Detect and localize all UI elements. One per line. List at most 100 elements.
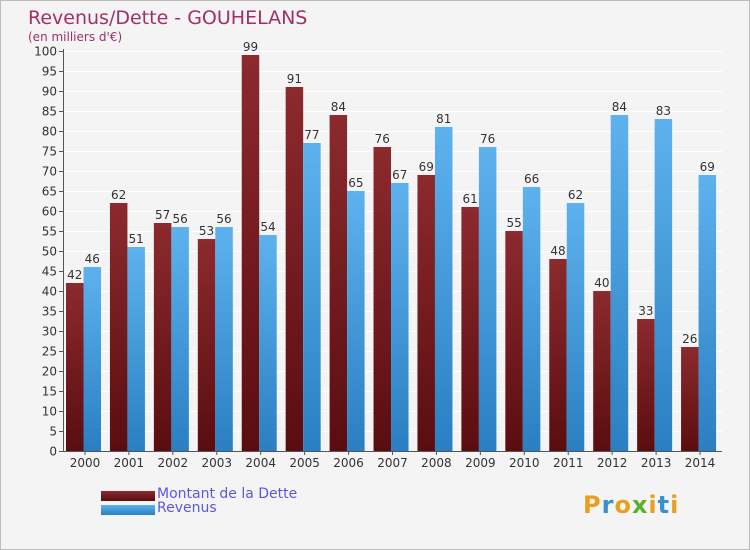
legend-label-debt: Montant de la Dette (157, 486, 298, 502)
x-tick-label: 2011 (553, 456, 584, 470)
y-tick-label: 65 (42, 185, 57, 199)
x-tick-label: 2003 (201, 456, 232, 470)
data-label-revenue: 51 (129, 232, 144, 246)
y-tick-label: 80 (42, 125, 57, 139)
bar-revenue (610, 115, 629, 451)
bar-debt (66, 283, 84, 451)
y-tick-label: 30 (42, 325, 57, 339)
data-label-revenue: 67 (392, 168, 407, 182)
x-tick-label: 2010 (509, 456, 540, 470)
proxiti-logo: Proxiti (583, 491, 679, 519)
logo-letter: P (583, 491, 602, 519)
bar-revenue (434, 127, 453, 451)
chart-subtitle: (en milliers d'€) (28, 30, 123, 44)
legend-swatch-debt (101, 491, 155, 501)
y-tick-label: 70 (42, 165, 57, 179)
data-label-revenue: 56 (172, 212, 187, 226)
bars-layer (66, 55, 717, 451)
y-tick-label: 100 (34, 45, 57, 59)
bar-revenue (654, 119, 673, 451)
x-tick-label: 2008 (421, 456, 452, 470)
x-tick-label: 2013 (641, 456, 672, 470)
y-tick-label: 25 (42, 345, 57, 359)
data-label-debt: 42 (67, 268, 82, 282)
data-label-debt: 69 (419, 160, 434, 174)
y-tick-label: 85 (42, 105, 57, 119)
data-label-revenue: 77 (304, 128, 319, 142)
data-label-debt: 99 (243, 40, 258, 54)
bar-debt (681, 347, 699, 451)
data-label-debt: 40 (594, 276, 609, 290)
logo-letter: t (657, 491, 671, 519)
y-tick-label: 10 (42, 405, 57, 419)
data-label-debt: 76 (375, 132, 390, 146)
bar-debt (637, 319, 655, 451)
bar-debt (241, 55, 260, 451)
data-label-debt: 62 (111, 188, 126, 202)
logo-letter: i (648, 491, 658, 519)
data-label-revenue: 54 (260, 220, 275, 234)
y-tick-label: 60 (42, 205, 57, 219)
bar-revenue (347, 191, 365, 451)
bar-debt (417, 175, 435, 451)
bar-debt (197, 239, 216, 451)
data-label-revenue: 66 (524, 172, 539, 186)
data-label-revenue: 83 (656, 104, 671, 118)
data-label-debt: 61 (463, 192, 478, 206)
x-tick-label: 2014 (685, 456, 716, 470)
bar-debt (329, 115, 348, 451)
logo-letter: i (670, 491, 680, 519)
x-tick-label: 2007 (377, 456, 408, 470)
data-label-debt: 55 (506, 216, 521, 230)
bar-debt (593, 291, 611, 451)
y-axis: 0 5 10 15 20 25 30 35 40 45 50 55 60 65 70 75 80 85 90 95 10… (34, 45, 64, 459)
data-label-debt: 91 (287, 72, 302, 86)
data-label-revenue: 46 (85, 252, 100, 266)
data-label-revenue: 84 (612, 100, 627, 114)
x-tick-label: 2001 (114, 456, 145, 470)
logo-letter: x (631, 491, 649, 519)
bar-revenue (215, 227, 233, 451)
y-tick-label: 35 (42, 305, 57, 319)
bar-debt (549, 259, 567, 451)
bar-revenue (127, 247, 145, 451)
bar-revenue (698, 175, 717, 451)
data-label-revenue: 69 (700, 160, 715, 174)
y-tick-label: 50 (42, 245, 57, 259)
x-tick-label: 2004 (245, 456, 276, 470)
y-tick-label: 15 (42, 385, 57, 399)
logo-letter: o (614, 491, 632, 519)
bar-debt (153, 223, 172, 451)
x-tick-label: 2012 (597, 456, 628, 470)
y-tick-label: 5 (49, 425, 57, 439)
y-tick-label: 55 (42, 225, 57, 239)
chart-title: Revenus/Dette - GOUHELANS (28, 7, 308, 29)
y-tick-label: 95 (42, 65, 57, 79)
data-label-debt: 84 (331, 100, 346, 114)
bar-debt (461, 207, 479, 451)
logo-letter: r (601, 491, 615, 519)
data-label-revenue: 81 (436, 112, 451, 126)
y-tick-label: 90 (42, 85, 57, 99)
bar-debt (109, 203, 128, 451)
data-label-debt: 48 (550, 244, 565, 258)
y-tick-label: 45 (42, 265, 57, 279)
bar-revenue (83, 267, 101, 451)
bar-revenue (522, 187, 541, 451)
x-tick-label: 2009 (465, 456, 496, 470)
x-tick-label: 2002 (158, 456, 189, 470)
bar-revenue (566, 203, 585, 451)
x-axis: 2000 2001 2002 2003 2004 2005 2006 2007 2008 2009… (63, 451, 722, 470)
legend-swatch-revenue (101, 505, 155, 515)
bar-revenue (171, 227, 189, 451)
bar-revenue (259, 235, 277, 451)
y-tick-label: 20 (42, 365, 57, 379)
data-label-debt: 53 (199, 224, 214, 238)
y-tick-label: 75 (42, 145, 57, 159)
data-label-revenue: 65 (348, 176, 363, 190)
data-label-revenue: 56 (216, 212, 231, 226)
data-label-revenue: 62 (568, 188, 583, 202)
bar-debt (373, 147, 392, 451)
